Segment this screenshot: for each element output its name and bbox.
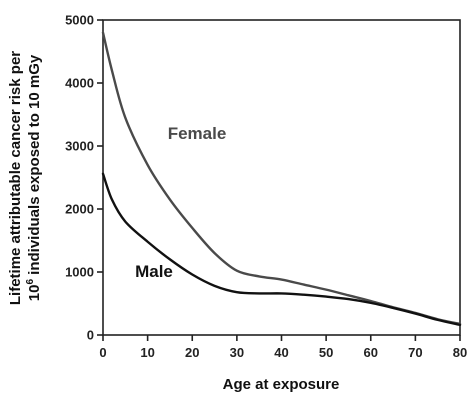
y-axis-title-superscript: 6 [25, 279, 36, 285]
y-axis-title: Lifetime attributable cancer risk per 10… [7, 51, 43, 305]
x-tick-label: 50 [319, 345, 333, 360]
y-tick-label: 0 [87, 328, 94, 343]
y-axis-title-line2: 106 individuals exposed to 10 mGy [25, 54, 43, 301]
series-label-male: Male [135, 262, 173, 281]
y-tick-label: 2000 [65, 202, 94, 217]
plot-frame [102, 19, 461, 336]
y-axis-title-base: 10 [26, 285, 43, 302]
x-tick-label: 20 [185, 345, 199, 360]
y-tick-label: 3000 [65, 139, 94, 154]
y-axis-title-rest: individuals exposed to 10 mGy [26, 54, 43, 279]
y-axis-title-line1: Lifetime attributable cancer risk per [7, 51, 24, 305]
series-label-female: Female [168, 124, 227, 143]
plot-area: 0 1000 2000 3000 4000 5000 0 10 20 30 40 50 60 70 80 Fe… [65, 13, 467, 361]
y-tick-label: 5000 [65, 13, 94, 28]
x-tick-label: 30 [230, 345, 244, 360]
x-tick-label: 70 [408, 345, 422, 360]
x-tick-label: 80 [453, 345, 467, 360]
x-tick-label: 40 [274, 345, 288, 360]
series-line-male [101, 172, 462, 327]
x-tick-label: 0 [99, 345, 106, 360]
y-tick-label: 4000 [65, 76, 94, 91]
y-tick-label: 1000 [65, 265, 94, 280]
x-tick-label: 10 [140, 345, 154, 360]
x-axis-title: Age at exposure [223, 376, 340, 393]
x-tick-label: 60 [364, 345, 378, 360]
